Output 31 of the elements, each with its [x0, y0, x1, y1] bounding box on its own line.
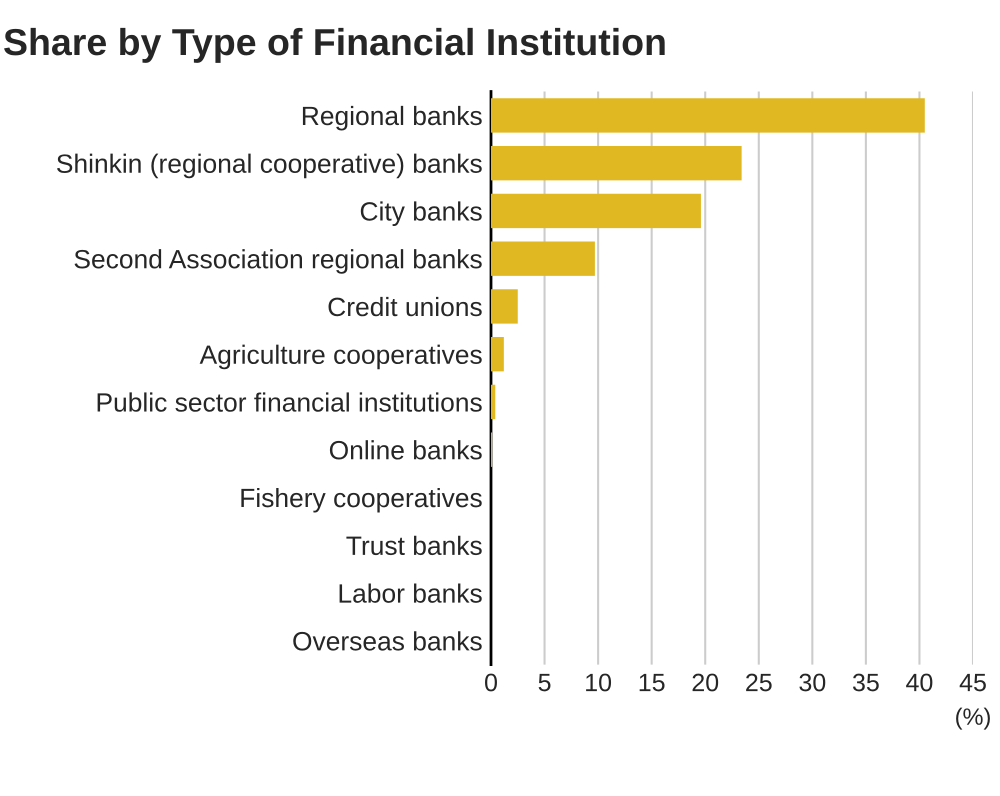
bar: [491, 146, 742, 180]
y-tick-label: Overseas banks: [293, 631, 482, 651]
bar: [491, 242, 595, 276]
y-tick-label: City banks: [360, 201, 482, 226]
y-tick-label: Fishery cooperatives: [241, 488, 482, 513]
x-tick-label: 35: [852, 674, 879, 692]
bar: [491, 289, 518, 324]
x-tick-label: 20: [692, 674, 718, 692]
x-tick-label: 45: [960, 674, 986, 692]
x-tick-label: 10: [586, 674, 612, 692]
y-tick-label: Credit unions: [328, 296, 482, 316]
x-tick-label: 25: [746, 674, 772, 692]
y-tick-label: Agriculture cooperatives: [200, 344, 482, 370]
x-tick-label: 0: [485, 674, 497, 692]
x-tick-label: 5: [538, 674, 550, 692]
y-tick-label: Online banks: [330, 440, 482, 460]
bar: [491, 98, 925, 133]
x-axis-title: (%): [956, 708, 990, 730]
bar: [491, 384, 496, 420]
x-tick-label: 15: [640, 674, 665, 692]
y-tick-label: Labor banks: [340, 583, 482, 603]
chart-title: Share by Type of Financial Institution: [4, 28, 665, 63]
x-tick-label: 30: [799, 674, 826, 692]
y-tick-label: Regional banks: [302, 106, 482, 130]
x-tick-label: 40: [906, 674, 932, 692]
y-tick-label: Second Association regional banks: [74, 249, 482, 274]
bar: [491, 337, 504, 372]
y-tick-label: Shinkin (regional cooperative) banks: [57, 154, 482, 178]
bar: [491, 194, 701, 228]
y-tick-label: Trust banks: [346, 536, 482, 556]
y-tick-label: Public sector financial institutions: [98, 392, 482, 412]
